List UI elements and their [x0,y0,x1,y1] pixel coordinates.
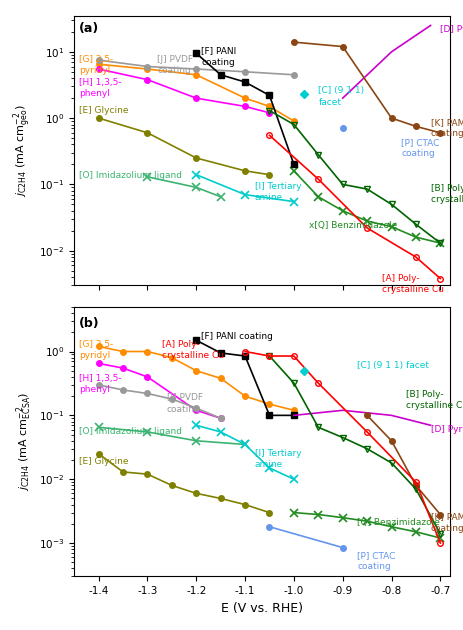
Y-axis label: $j_{\rm C2H4}$ (mA cm$^{-2}_{\rm geo}$): $j_{\rm C2H4}$ (mA cm$^{-2}_{\rm geo}$) [12,104,33,197]
Text: [B] Poly-
crystalline Cu: [B] Poly- crystalline Cu [405,390,463,410]
Text: [O] Imidazolium ligand: [O] Imidazolium ligand [79,427,182,437]
Text: (b): (b) [79,317,100,329]
Text: [P] CTAC
coating: [P] CTAC coating [357,551,395,571]
Text: x[Q] Benzimidazole: x[Q] Benzimidazole [308,221,396,230]
Y-axis label: $j_{\rm C2H4}$ (mA cm$^{-2}_{\rm ECSA}$): $j_{\rm C2H4}$ (mA cm$^{-2}_{\rm ECSA}$) [14,392,33,491]
Text: [K] PAM
coating: [K] PAM coating [430,118,463,138]
Text: [H] 1,3,5-
phenyl: [H] 1,3,5- phenyl [79,78,121,98]
Text: [E] Glycine: [E] Glycine [79,106,128,115]
Text: [G] 2,5-
pyridyl: [G] 2,5- pyridyl [79,340,113,360]
Text: [J] PVDF
coating: [J] PVDF coating [167,394,202,414]
Text: [G] 2,5-
pyridyl: [G] 2,5- pyridyl [79,55,113,75]
Text: [C] (9 1 1)
facet: [C] (9 1 1) facet [318,86,363,106]
Text: [O] Imidazolium ligand: [O] Imidazolium ligand [79,171,182,180]
Text: [I] Tertiary
amine: [I] Tertiary amine [254,181,301,202]
Text: [B] Poly-
crystalline Cu: [B] Poly- crystalline Cu [430,185,463,205]
Text: [P] CTAC
coating: [P] CTAC coating [400,138,439,158]
X-axis label: E (V vs. RHE): E (V vs. RHE) [221,602,302,615]
Text: [K] PAM
coating: [K] PAM coating [430,513,463,533]
Text: [D] Pyridine: [D] Pyridine [430,425,463,434]
Text: [I] Tertiary
amine: [I] Tertiary amine [254,449,301,469]
Text: [H] 1,3,5-
phenyl: [H] 1,3,5- phenyl [79,374,121,394]
Text: [C] (9 1 1) facet: [C] (9 1 1) facet [357,362,428,370]
Text: [F] PANI coating: [F] PANI coating [201,332,272,341]
Text: [Q] Benzimidazole: [Q] Benzimidazole [357,518,439,527]
Text: [D] Pyridine: [D] Pyridine [439,25,463,35]
Text: [A] Poly-
crystalline Cu: [A] Poly- crystalline Cu [381,273,443,294]
Text: [E] Glycine: [E] Glycine [79,457,128,466]
Text: [A] Poly-
crystalline Cu: [A] Poly- crystalline Cu [162,340,224,360]
Text: [F] PANI
coating: [F] PANI coating [201,47,236,67]
Text: (a): (a) [79,22,99,35]
Text: [J] PVDF
coating: [J] PVDF coating [157,55,193,75]
